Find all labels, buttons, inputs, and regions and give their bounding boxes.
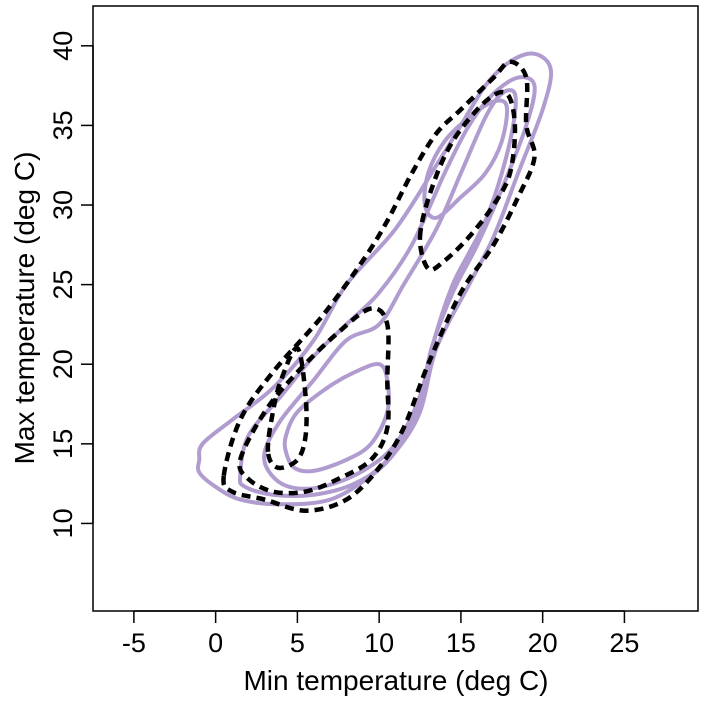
y-tick-label: 40 xyxy=(48,31,78,61)
dashed-contour-1 xyxy=(221,59,537,513)
y-axis: 10 15 20 25 30 35 40 xyxy=(48,31,94,538)
y-tick-label: 25 xyxy=(48,270,78,300)
solid-contour-3 xyxy=(262,88,518,491)
x-tick-label: 10 xyxy=(364,628,394,658)
y-axis-label: Max temperature (deg C) xyxy=(9,152,40,465)
solid-contour-1 xyxy=(195,51,554,507)
x-tick-label: 15 xyxy=(446,628,476,658)
y-tick-label: 15 xyxy=(48,429,78,459)
x-tick-label: 20 xyxy=(528,628,558,658)
x-axis-label: Min temperature (deg C) xyxy=(243,665,548,696)
x-tick-label: 0 xyxy=(208,628,223,658)
plot-frame xyxy=(92,5,699,612)
contour-lines xyxy=(195,51,554,513)
x-tick-label: 25 xyxy=(609,628,639,658)
x-tick-label: 5 xyxy=(290,628,305,658)
dashed-contour-2 xyxy=(237,306,391,496)
solid-contour-5 xyxy=(422,98,510,220)
dashed-contour-4 xyxy=(265,346,309,471)
y-tick-label: 30 xyxy=(48,190,78,220)
y-tick-label: 10 xyxy=(48,508,78,538)
x-tick-label: -5 xyxy=(122,628,146,658)
y-tick-label: 35 xyxy=(48,110,78,140)
y-tick-label: 20 xyxy=(48,349,78,379)
x-axis: -5 0 5 10 15 20 25 xyxy=(122,610,639,658)
dashed-contour-3 xyxy=(417,89,518,273)
